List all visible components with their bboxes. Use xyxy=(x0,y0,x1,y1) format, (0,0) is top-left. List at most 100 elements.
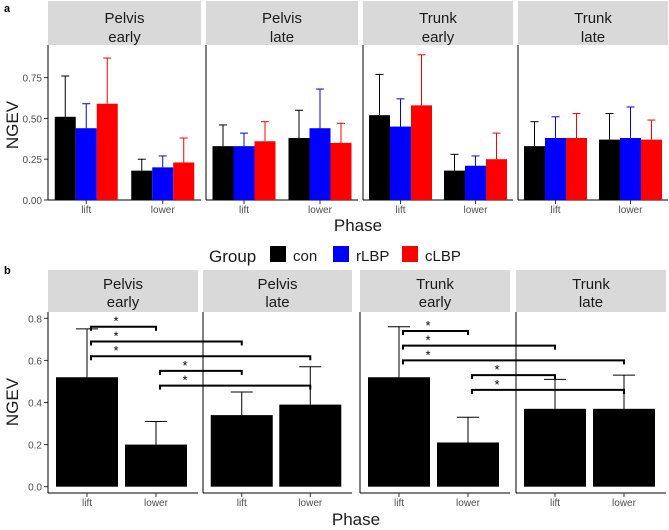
legend-label-rlbp: rLBP xyxy=(356,248,389,265)
panel-b-xtick-label: lower xyxy=(298,498,323,509)
panel-a-bar-con xyxy=(131,170,153,200)
panel-a-bar-clbp xyxy=(254,141,276,200)
legend-entry-con: con xyxy=(270,246,317,265)
panel-b-strip-line1: Trunk xyxy=(416,276,454,293)
significance-star: * xyxy=(494,377,499,392)
panel-b-bar xyxy=(368,377,430,487)
panel-a-strip-line2: late xyxy=(581,29,605,46)
significance-bracket xyxy=(402,359,625,365)
panel-b-bar xyxy=(125,444,187,487)
panel-a-bar-clbp xyxy=(566,138,587,200)
panel-b-xtick-label: lift xyxy=(82,498,92,509)
panel-b-strip-line1: Trunk xyxy=(572,276,610,293)
panel-a-ytick-label: 0.00 xyxy=(23,196,43,207)
panel-b-ytick-label: 0.8 xyxy=(28,314,42,325)
panel-b-label: b xyxy=(4,265,11,277)
legend: Group con rLBP cLBP xyxy=(209,246,461,266)
panel-a-bar-clbp xyxy=(641,139,662,200)
panel-b-strip xyxy=(203,270,352,312)
panel-b-xlabel: Phase xyxy=(332,510,380,529)
panel-a-bar-rlbp xyxy=(465,165,486,200)
panel-a-bar-rlbp xyxy=(75,128,97,200)
panel-b-bar xyxy=(593,408,655,487)
panel-a-strip-line2: early xyxy=(108,29,141,46)
panel-a-ytick-label: 0.25 xyxy=(23,155,43,166)
panel-b-strip-line2: early xyxy=(107,294,140,311)
significance-bracket xyxy=(90,340,243,346)
significance-bracket xyxy=(402,344,556,350)
panel-a-ylabel: NGEV xyxy=(3,100,22,149)
panel-a-bar-rlbp xyxy=(620,138,641,200)
panel-a-bar-con xyxy=(599,139,620,200)
panel-b-bar xyxy=(210,415,273,487)
panel-b-ytick-label: 0.2 xyxy=(28,441,42,452)
panel-a-bar-con xyxy=(369,115,390,200)
panel-b-strip xyxy=(360,270,510,312)
significance-star: * xyxy=(425,347,430,362)
significance-bracket xyxy=(159,384,312,390)
significance-star: * xyxy=(494,362,499,377)
legend-entry-clbp: cLBP xyxy=(402,246,461,265)
panel-a-bar-rlbp xyxy=(545,138,566,200)
panel-a-strip xyxy=(48,1,201,45)
panel-a-ytick-label: 0.75 xyxy=(23,74,43,85)
significance-star: * xyxy=(113,343,118,358)
panel-b-strip xyxy=(48,270,198,312)
panel-b-xtick-label: lower xyxy=(612,498,637,509)
panel-b-strip-line1: Pelvis xyxy=(257,276,297,293)
panel-b-strip-line2: late xyxy=(579,294,603,311)
panel-a-xtick-label: lower xyxy=(464,205,489,216)
panel-a-strip-line2: early xyxy=(422,29,455,46)
panel-a-ytick-label: 0.50 xyxy=(23,114,43,125)
panel-a-bar-clbp xyxy=(486,159,507,200)
panel-a-xtick-label: lift xyxy=(396,205,406,216)
panel-a-strip xyxy=(518,1,668,45)
legend-swatch-con xyxy=(270,246,286,262)
significance-star: * xyxy=(113,328,118,343)
panel-b-ytick-label: 0.6 xyxy=(28,356,42,367)
panel-b-xtick-label: lift xyxy=(394,498,404,509)
panel-a-bar-con xyxy=(212,146,234,200)
panel-b-strip-line2: late xyxy=(265,294,289,311)
panel-a-strip-line1: Pelvis xyxy=(262,10,302,27)
panel-a-bar-clbp xyxy=(411,105,432,200)
panel-b-ytick-label: 0.4 xyxy=(28,399,42,410)
panel-b-xtick-label: lift xyxy=(550,498,560,509)
panel-a-xtick-label: lower xyxy=(619,205,644,216)
significance-bracket xyxy=(90,325,157,331)
panel-a-bar-clbp xyxy=(173,162,195,200)
panel-b-strip-line1: Pelvis xyxy=(103,276,143,293)
legend-swatch-clbp xyxy=(402,246,418,262)
panel-a-strip-line2: late xyxy=(270,29,294,46)
legend-label-con: con xyxy=(293,248,317,265)
panel-b-xtick-label: lift xyxy=(237,498,247,509)
panel-b-xtick-label: lower xyxy=(456,498,481,509)
panel-b-bar xyxy=(56,377,118,487)
significance-star: * xyxy=(425,333,430,348)
legend-label-clbp: cLBP xyxy=(425,248,461,265)
significance-bracket xyxy=(159,369,243,375)
panel-b-strip xyxy=(516,270,666,312)
significance-star: * xyxy=(113,314,118,329)
panel-a-xtick-label: lower xyxy=(151,205,176,216)
panel-a-bar-rlbp xyxy=(233,146,255,200)
panel-a-bar-rlbp xyxy=(152,167,174,200)
panel-a-bar-con xyxy=(288,138,310,200)
significance-bracket xyxy=(90,355,312,361)
significance-star: * xyxy=(182,358,187,373)
significance-bracket xyxy=(471,388,625,394)
panel-a-label: a xyxy=(4,3,11,15)
panel-a-xtick-label: lower xyxy=(308,205,333,216)
significance-star: * xyxy=(182,373,187,388)
panel-a-bar-rlbp xyxy=(309,128,331,200)
panel-a-strip xyxy=(206,1,358,45)
panel-a-bar-rlbp xyxy=(390,126,411,200)
panel-a-strip-line1: Trunk xyxy=(419,10,457,27)
panel-a-chart: NGEV 0.00 0.25 0.50 0.75 Pelvis early lift lower… xyxy=(3,1,668,235)
legend-entry-rlbp: rLBP xyxy=(333,246,389,265)
panel-b-bar xyxy=(279,404,342,487)
panel-b-xtick-label: lower xyxy=(144,498,169,509)
panel-a-xtick-label: lift xyxy=(81,205,91,216)
